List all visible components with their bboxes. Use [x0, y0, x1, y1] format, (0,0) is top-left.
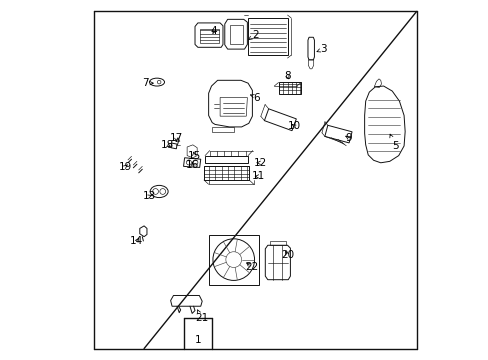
Text: 14: 14: [130, 236, 143, 246]
Text: 3: 3: [316, 44, 326, 54]
Text: 13: 13: [142, 191, 156, 201]
Text: 10: 10: [287, 121, 301, 131]
Text: 6: 6: [250, 93, 260, 103]
Text: 11: 11: [252, 171, 265, 181]
Text: 15: 15: [187, 150, 201, 161]
Text: 19: 19: [118, 162, 131, 172]
Text: 8: 8: [284, 71, 290, 81]
Text: 9: 9: [345, 133, 351, 143]
Text: 22: 22: [244, 262, 258, 272]
Text: 12: 12: [253, 158, 267, 168]
Text: 2: 2: [248, 30, 258, 40]
Text: 4: 4: [210, 26, 217, 36]
Text: 7: 7: [142, 78, 153, 88]
Text: 5: 5: [389, 134, 398, 151]
Text: 16: 16: [185, 160, 199, 170]
Text: 17: 17: [169, 133, 183, 143]
Text: 1: 1: [194, 334, 201, 345]
Text: 21: 21: [194, 310, 208, 323]
Text: 20: 20: [281, 250, 293, 260]
Text: 18: 18: [161, 140, 174, 150]
